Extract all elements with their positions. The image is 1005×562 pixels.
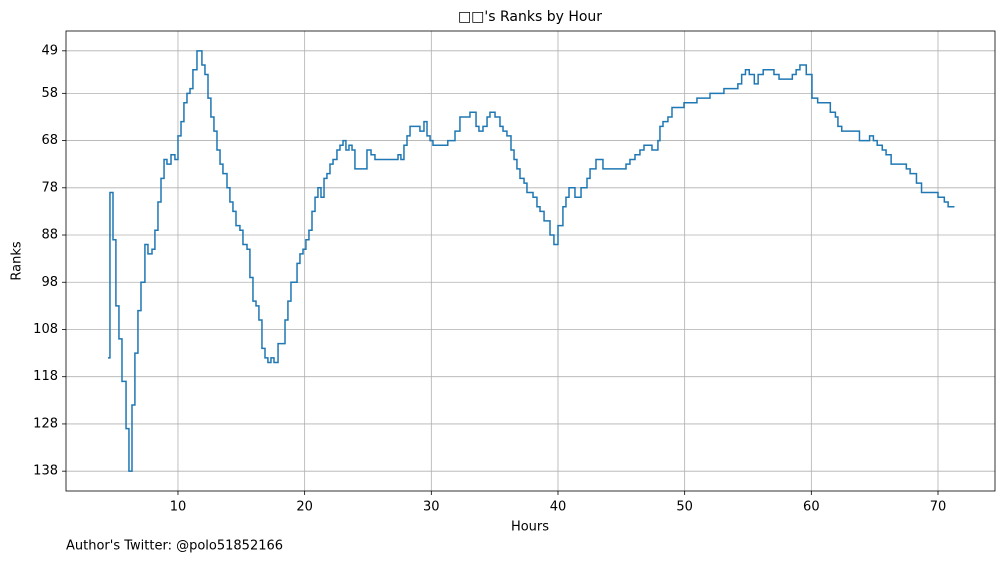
x-axis-label: Hours — [511, 520, 549, 535]
x-tick-label: 50 — [676, 500, 693, 515]
y-tick-label: 128 — [33, 416, 58, 431]
data-line — [107, 50, 955, 472]
chart-title: □□'s Ranks by Hour — [458, 9, 602, 25]
x-tick-label: 20 — [296, 500, 313, 515]
x-tick-label: 10 — [170, 500, 187, 515]
y-tick-label: 68 — [41, 133, 58, 148]
x-tick-label: 60 — [803, 500, 820, 515]
y-tick-label: 58 — [41, 86, 58, 101]
y-tick-label: 118 — [33, 369, 58, 384]
x-tick-label: 40 — [550, 500, 567, 515]
y-tick-label: 108 — [33, 322, 58, 337]
y-tick-label: 78 — [41, 180, 58, 195]
x-tick-label: 70 — [930, 500, 947, 515]
y-tick-label: 138 — [33, 464, 58, 479]
plot-frame — [65, 30, 996, 492]
x-tick-label: 30 — [423, 500, 440, 515]
y-tick-label: 49 — [41, 43, 58, 58]
y-axis-label: Ranks — [10, 241, 25, 280]
footnote: Author's Twitter: @polo51852166 — [66, 539, 283, 554]
y-tick-label: 88 — [41, 228, 58, 243]
y-tick-label: 98 — [41, 275, 58, 290]
